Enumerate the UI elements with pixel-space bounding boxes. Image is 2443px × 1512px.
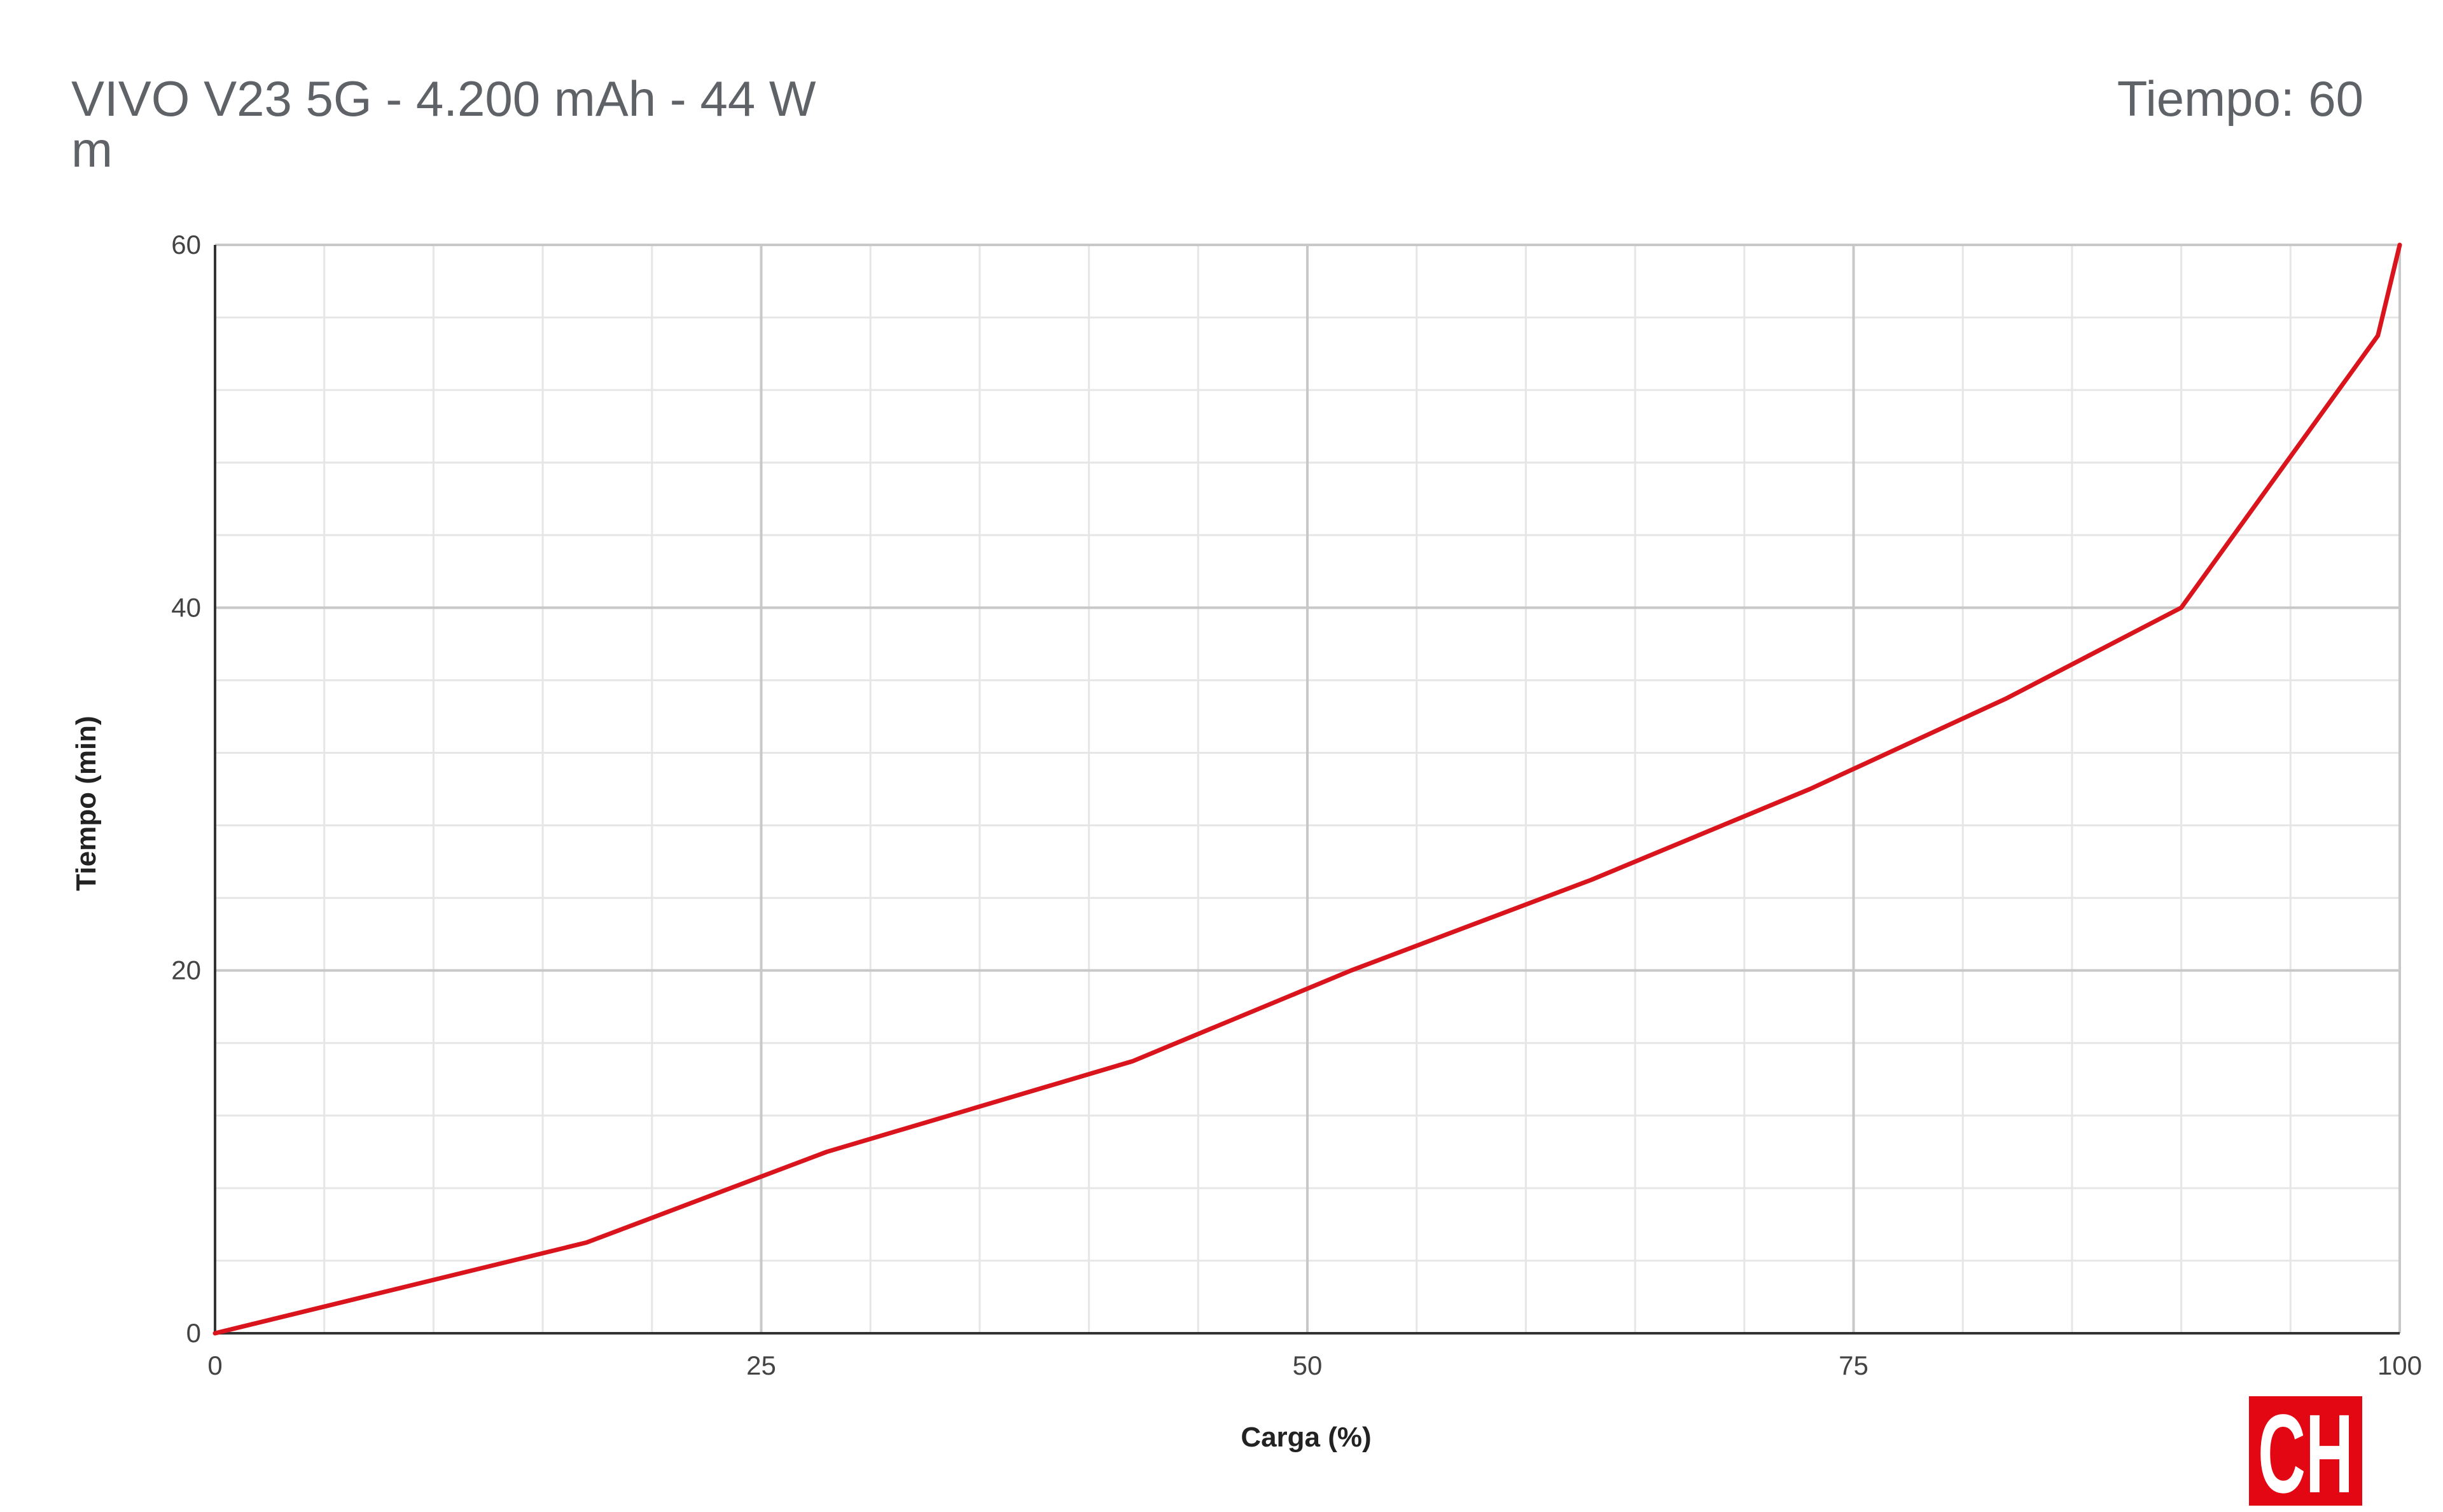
chart-title-line2: m (71, 121, 113, 177)
x-axis-tick-labels: 0 25 50 75 100 (207, 1350, 2422, 1380)
y-axis-tick-labels: 0 20 40 60 (171, 230, 201, 1348)
x-tick-label: 0 (207, 1350, 222, 1380)
y-tick-label: 60 (171, 230, 201, 260)
chart-title-line1: VIVO V23 5G - 4.200 mAh - 44 W (71, 71, 816, 127)
logo-badge (2249, 1396, 2362, 1506)
x-tick-label: 25 (746, 1350, 776, 1380)
x-tick-label: 100 (2377, 1350, 2422, 1380)
x-tick-label: 75 (1839, 1350, 1869, 1380)
y-axis-title: Tiempo (min) (71, 716, 102, 891)
tooltip-readout: Tiempo: 60 (2117, 71, 2363, 127)
ch-logo: CH (2249, 1392, 2362, 1512)
series-layer (212, 242, 2402, 1336)
y-tick-label: 40 (171, 592, 201, 622)
series-line (212, 242, 2402, 1336)
plot-frame (214, 245, 2400, 1335)
x-tick-label: 50 (1293, 1350, 1323, 1380)
y-tick-label: 20 (171, 955, 201, 985)
x-axis-title: Carga (%) (1241, 1422, 1371, 1453)
y-tick-label: 0 (186, 1318, 201, 1348)
logo-text: CH (2258, 1392, 2353, 1512)
